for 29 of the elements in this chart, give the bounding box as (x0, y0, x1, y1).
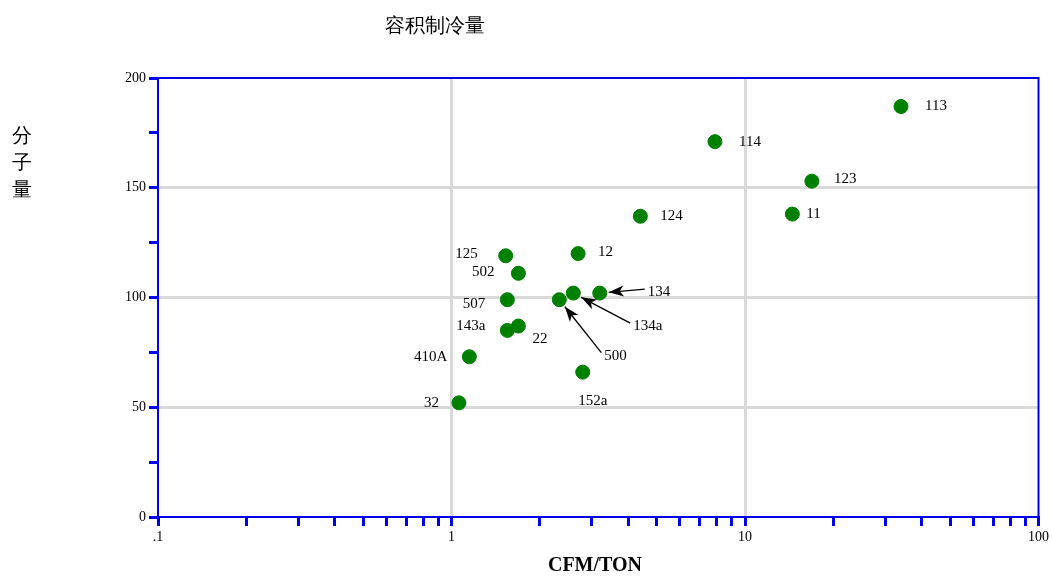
chart-title: 容积制冷量 (384, 12, 486, 39)
x-tick-label: 100 (1028, 529, 1049, 545)
annotation: 125 (455, 244, 478, 261)
y-tick-label: 200 (125, 69, 146, 85)
annotation: 22 (532, 329, 548, 346)
annotation: 11 (806, 205, 821, 222)
annotation: 124 (660, 207, 684, 224)
annotation: 500 (604, 346, 627, 363)
annotation: 32 (423, 393, 439, 410)
y-tick-label: 50 (132, 398, 146, 414)
x-tick-label: .1 (152, 529, 164, 545)
annotation: 410A (413, 347, 448, 364)
x-tick-label: 1 (448, 529, 455, 545)
annotation: 507 (462, 294, 486, 311)
y-tick-label: 150 (125, 179, 146, 195)
annotation: 123 (833, 170, 857, 187)
annotation: 502 (471, 263, 495, 280)
annotation: 113 (924, 97, 947, 114)
y-axis-title: 分子量 (12, 122, 33, 203)
annotation: 143a (456, 317, 486, 334)
annotation: 134a (633, 317, 663, 334)
y-tick-label: 100 (125, 289, 146, 305)
annotation: 152a (578, 392, 608, 409)
annotation: 12 (598, 242, 614, 259)
annotation: 134 (647, 283, 671, 300)
x-tick-label: 10 (738, 529, 752, 545)
annotation: 114 (738, 132, 762, 149)
x-axis-title: CFM/TON (546, 553, 644, 576)
y-tick-label: 0 (139, 508, 146, 524)
